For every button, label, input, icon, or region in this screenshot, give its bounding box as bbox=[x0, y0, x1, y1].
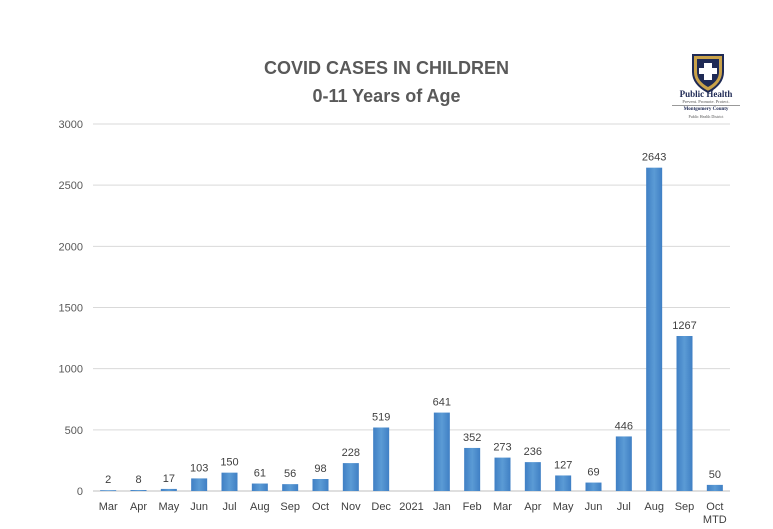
data-label: 236 bbox=[524, 446, 542, 458]
x-tick-label: Jun bbox=[585, 501, 603, 513]
y-tick-label: 500 bbox=[65, 425, 83, 437]
y-tick-label: 3000 bbox=[59, 119, 83, 131]
y-tick-label: 2500 bbox=[59, 180, 83, 192]
x-tick-label: 2021 bbox=[399, 501, 423, 513]
x-tick-label: Aug bbox=[644, 501, 664, 513]
bar bbox=[160, 488, 177, 491]
bar bbox=[342, 463, 359, 491]
bar bbox=[706, 484, 723, 491]
bar bbox=[494, 457, 511, 491]
x-tick-label: Feb bbox=[463, 501, 482, 513]
chart-title: COVID CASES IN CHILDREN bbox=[263, 58, 510, 78]
data-label: 17 bbox=[163, 473, 175, 485]
logo-org: Montgomery County bbox=[683, 107, 729, 112]
x-tick-label: Jun bbox=[190, 501, 208, 513]
x-tick-label: Oct bbox=[706, 501, 723, 513]
data-label: 2643 bbox=[642, 152, 666, 164]
bar bbox=[130, 490, 147, 491]
data-label: 8 bbox=[135, 474, 141, 486]
bar bbox=[433, 412, 450, 491]
bar bbox=[585, 482, 602, 491]
bar bbox=[251, 483, 268, 491]
y-tick-label: 1500 bbox=[59, 303, 83, 315]
data-label: 641 bbox=[433, 397, 451, 409]
data-label: 61 bbox=[254, 468, 266, 480]
x-tick-label: Jul bbox=[617, 501, 631, 513]
data-label: 50 bbox=[709, 469, 721, 481]
data-label: 127 bbox=[554, 459, 572, 471]
chart-subtitle: 0-11 Years of Age bbox=[312, 86, 461, 106]
y-tick-label: 1000 bbox=[59, 364, 83, 376]
x-tick-label: Apr bbox=[130, 501, 147, 513]
bar bbox=[524, 462, 541, 491]
x-tick-label: MTD bbox=[703, 514, 727, 526]
x-tick-label: Sep bbox=[280, 501, 300, 513]
public-health-logo-icon bbox=[692, 54, 724, 94]
y-tick-label: 2000 bbox=[59, 241, 83, 253]
bar bbox=[100, 490, 117, 491]
logo-divider bbox=[672, 105, 740, 106]
logo-name: Public Health bbox=[679, 89, 733, 99]
data-label: 446 bbox=[615, 420, 633, 432]
x-tick-label: Dec bbox=[371, 501, 391, 513]
data-label: 98 bbox=[314, 463, 326, 475]
data-label: 150 bbox=[220, 457, 238, 469]
y-tick-label: 0 bbox=[77, 486, 83, 498]
bar bbox=[312, 479, 329, 491]
x-tick-label: Jul bbox=[222, 501, 236, 513]
data-label: 2 bbox=[105, 474, 111, 486]
x-tick-label: Sep bbox=[675, 501, 695, 513]
x-tick-label: May bbox=[553, 501, 574, 513]
x-tick-label: Aug bbox=[250, 501, 270, 513]
data-label: 273 bbox=[493, 442, 511, 454]
data-label: 1267 bbox=[672, 320, 696, 332]
bar bbox=[646, 167, 663, 491]
data-label: 69 bbox=[587, 467, 599, 479]
bar bbox=[464, 447, 481, 491]
data-label: 228 bbox=[342, 447, 360, 459]
x-tick-label: Mar bbox=[99, 501, 118, 513]
x-tick-label: Apr bbox=[524, 501, 541, 513]
data-label: 103 bbox=[190, 462, 208, 474]
logo-org-sub: Public Health District bbox=[688, 114, 724, 119]
bar bbox=[676, 336, 693, 491]
bar bbox=[191, 478, 208, 491]
x-tick-label: Oct bbox=[312, 501, 329, 513]
x-tick-label: Nov bbox=[341, 501, 361, 513]
logo-tagline: Prevent. Promote. Protect. bbox=[682, 99, 730, 104]
bar bbox=[282, 484, 299, 491]
bar bbox=[373, 427, 390, 491]
bar bbox=[555, 475, 572, 491]
x-tick-label: May bbox=[158, 501, 179, 513]
x-tick-label: Jan bbox=[433, 501, 451, 513]
data-label: 56 bbox=[284, 468, 296, 480]
bar bbox=[615, 436, 632, 491]
bar bbox=[221, 472, 238, 491]
data-label: 519 bbox=[372, 412, 390, 424]
x-tick-label: Mar bbox=[493, 501, 512, 513]
data-label: 352 bbox=[463, 432, 481, 444]
